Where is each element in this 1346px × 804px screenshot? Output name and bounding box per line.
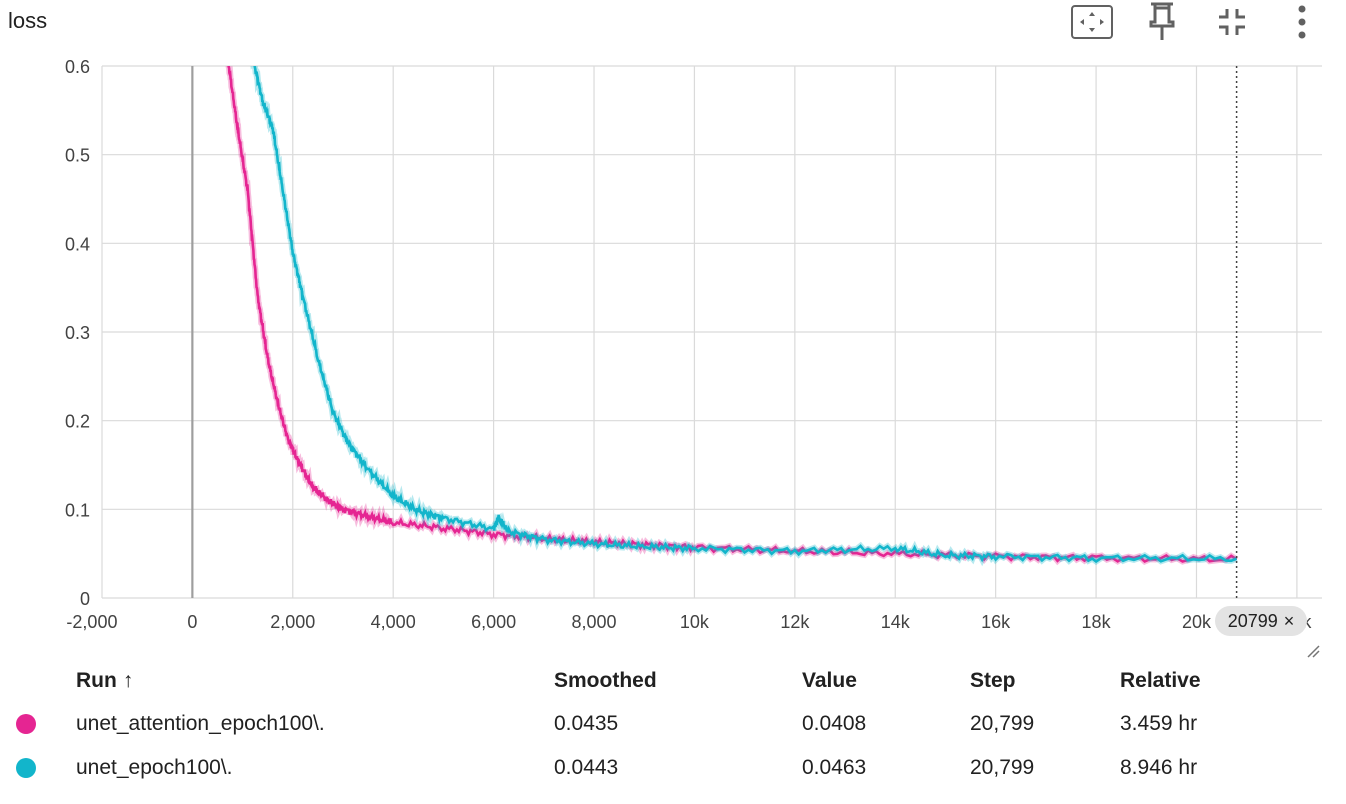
- y-tick-label: 0.4: [65, 234, 90, 254]
- y-tick-label: 0.6: [65, 58, 90, 77]
- x-tick-label: 14k: [881, 612, 911, 632]
- x-tick-label: 2,000: [270, 612, 315, 632]
- sort-arrow-icon: ↑: [122, 669, 134, 692]
- collapse-icon: [1219, 9, 1245, 35]
- x-tick-label: 12k: [780, 612, 810, 632]
- x-tick-label: 10k: [680, 612, 710, 632]
- runs-table-header: Run ↑ Smoothed Value Step Relative: [0, 660, 1300, 702]
- x-tick-label: -2,000: [66, 612, 117, 632]
- x-tick-label: 20k: [1182, 612, 1212, 632]
- value-column-header[interactable]: Value: [802, 669, 857, 692]
- step-value: 20,799: [970, 712, 1035, 735]
- relative-column-header[interactable]: Relative: [1120, 669, 1201, 692]
- x-tick-label: 6,000: [471, 612, 516, 632]
- fit-domain-button[interactable]: [1066, 0, 1118, 44]
- step-value: 20,799: [970, 756, 1035, 779]
- pin-icon: [1149, 2, 1175, 40]
- close-icon[interactable]: ×: [1283, 610, 1295, 631]
- relative-time: 8.946 hr: [1120, 756, 1198, 779]
- hover-step-value: 20799: [1227, 610, 1278, 631]
- loss-line-chart[interactable]: 0 0.1 0.2 0.3 0.4 0.5 0.6 -2,000 0 2,000 4,000 6,00…: [0, 58, 1346, 650]
- x-tick-label: 8,000: [571, 612, 616, 632]
- smoothed-column-header[interactable]: Smoothed: [554, 669, 657, 692]
- collapse-button[interactable]: [1206, 0, 1258, 44]
- series-line: [253, 66, 1238, 564]
- fit-domain-icon: [1071, 5, 1113, 39]
- y-tick-label: 0.2: [65, 412, 90, 432]
- smoothed-value: 0.0443: [554, 756, 619, 779]
- raw-value: 0.0463: [802, 756, 867, 779]
- table-row[interactable]: unet_epoch100\. 0.0443 0.0463 20,799 8.9…: [0, 746, 1300, 790]
- relative-time: 3.459 hr: [1120, 712, 1198, 735]
- hover-step-chip[interactable]: 20799 ×: [1215, 606, 1307, 636]
- run-name: unet_epoch100\.: [76, 756, 233, 779]
- pin-button[interactable]: [1136, 0, 1188, 44]
- chart-title: loss: [8, 8, 48, 33]
- step-column-header[interactable]: Step: [970, 669, 1016, 692]
- series-raw-line: [250, 66, 1238, 567]
- y-tick-label: 0: [80, 589, 90, 609]
- run-column-header[interactable]: Run ↑: [76, 669, 134, 692]
- raw-value: 0.0408: [802, 712, 867, 735]
- x-tick-label: 0: [187, 612, 197, 632]
- runs-table: Run ↑ Smoothed Value Step Relative unet_a…: [0, 660, 1300, 790]
- resize-handle[interactable]: [1306, 644, 1320, 658]
- x-tick-label: 4,000: [371, 612, 416, 632]
- x-tick-label: 18k: [1082, 612, 1112, 632]
- more-vert-icon: [1298, 5, 1306, 39]
- y-tick-label: 0.1: [65, 500, 90, 520]
- table-row[interactable]: unet_attention_epoch100\. 0.0435 0.0408 …: [0, 702, 1300, 746]
- smoothed-value: 0.0435: [554, 712, 619, 735]
- series-line: [227, 66, 1238, 564]
- run-color-dot: [16, 714, 36, 735]
- x-tick-label: 16k: [981, 612, 1011, 632]
- run-name: unet_attention_epoch100\.: [76, 712, 325, 735]
- y-tick-label: 0.3: [65, 323, 90, 343]
- run-color-dot: [16, 758, 36, 779]
- y-tick-label: 0.5: [65, 146, 90, 166]
- more-options-button[interactable]: [1276, 0, 1328, 44]
- chart-toolbar: [1066, 0, 1328, 44]
